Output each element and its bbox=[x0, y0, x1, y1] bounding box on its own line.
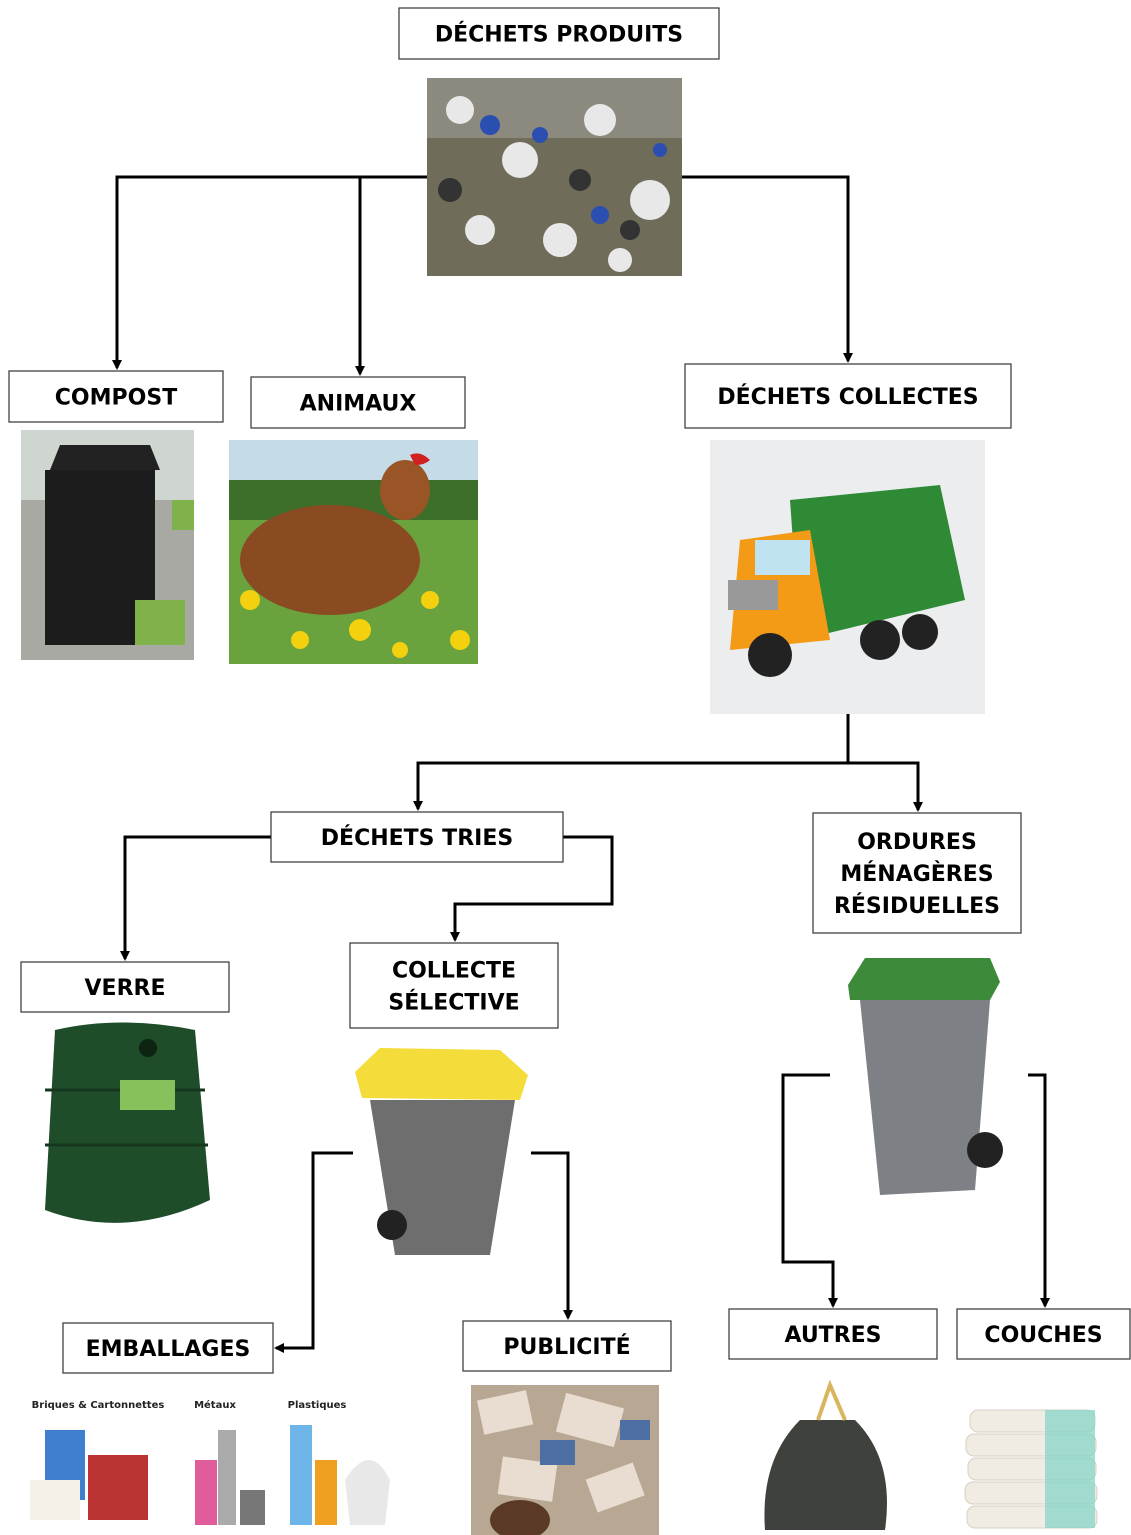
grey-bin-image bbox=[848, 958, 1003, 1195]
node: PUBLICITÉ bbox=[462, 1320, 672, 1372]
compost-image bbox=[21, 430, 194, 660]
hen-image bbox=[229, 440, 478, 664]
arrow bbox=[531, 1151, 573, 1320]
node-box bbox=[8, 370, 224, 423]
node-label: PUBLICITÉ bbox=[503, 1334, 630, 1360]
publicite-image bbox=[471, 1385, 659, 1535]
nodes: DÉCHETS PRODUITS COMPOST ANIMAUX DÉCHETS CO… bbox=[8, 7, 1131, 1374]
trash-bag-image bbox=[764, 1379, 887, 1530]
node: DÉCHETS COLLECTES bbox=[684, 363, 1012, 429]
trash-pile-image bbox=[427, 78, 682, 276]
yellow-bin-image bbox=[355, 1048, 528, 1255]
node-label: AUTRES bbox=[784, 1323, 881, 1348]
node-box bbox=[398, 7, 720, 60]
node-label: EMBALLAGES bbox=[86, 1337, 251, 1362]
node-label: COUCHES bbox=[984, 1323, 1102, 1348]
node-box bbox=[62, 1322, 274, 1374]
node: ANIMAUX bbox=[250, 376, 466, 429]
arrow bbox=[450, 835, 614, 942]
node-box bbox=[462, 1320, 672, 1372]
image-caption: Plastiques bbox=[288, 1400, 347, 1411]
garbage-truck-image bbox=[710, 440, 985, 714]
node-label: DÉCHETS COLLECTES bbox=[717, 384, 978, 410]
node-box bbox=[20, 961, 230, 1013]
node-label: VERRE bbox=[85, 976, 166, 1001]
node-box bbox=[349, 942, 559, 1029]
node: AUTRES bbox=[728, 1308, 938, 1360]
node-label: RÉSIDUELLES bbox=[834, 893, 1000, 919]
node-box bbox=[956, 1308, 1131, 1360]
node: COMPOST bbox=[8, 370, 224, 423]
arrow bbox=[781, 1073, 838, 1308]
node-box bbox=[728, 1308, 938, 1360]
node: EMBALLAGES bbox=[62, 1322, 274, 1374]
arrow bbox=[413, 761, 848, 811]
node-box bbox=[812, 812, 1022, 934]
glass-bin-image bbox=[45, 1022, 210, 1223]
emballages-image: Briques & Cartonnettes Métaux Plastiques bbox=[30, 1399, 390, 1525]
arrow bbox=[112, 175, 427, 370]
node-label: DÉCHETS PRODUITS bbox=[435, 22, 683, 48]
node-label: SÉLECTIVE bbox=[388, 990, 519, 1016]
arrow bbox=[1028, 1073, 1050, 1308]
node-label: COMPOST bbox=[55, 386, 177, 411]
arrow bbox=[274, 1151, 353, 1353]
node: VERRE bbox=[20, 961, 230, 1013]
image-caption: Briques & Cartonnettes bbox=[32, 1400, 165, 1411]
node-box bbox=[250, 376, 466, 429]
node-label: COLLECTE bbox=[392, 959, 516, 984]
node: COLLECTE SÉLECTIVE bbox=[349, 942, 559, 1029]
arrow bbox=[120, 835, 271, 961]
node: DÉCHETS PRODUITS bbox=[398, 7, 720, 60]
node-label: ANIMAUX bbox=[300, 392, 417, 417]
node: ORDURES MÉNAGÈRES RÉSIDUELLES bbox=[812, 812, 1022, 934]
node-label: MÉNAGÈRES bbox=[840, 861, 993, 887]
connectors bbox=[112, 175, 1050, 1353]
node: DÉCHETS TRIES bbox=[270, 811, 564, 863]
arrow bbox=[682, 175, 853, 363]
node-label: DÉCHETS TRIES bbox=[321, 825, 513, 851]
image-caption: Métaux bbox=[194, 1399, 236, 1411]
arrow bbox=[848, 761, 923, 812]
node-box bbox=[684, 363, 1012, 429]
diapers-image bbox=[964, 1409, 1098, 1529]
node: COUCHES bbox=[956, 1308, 1131, 1360]
node-box bbox=[270, 811, 564, 863]
node-label: ORDURES bbox=[857, 830, 977, 855]
